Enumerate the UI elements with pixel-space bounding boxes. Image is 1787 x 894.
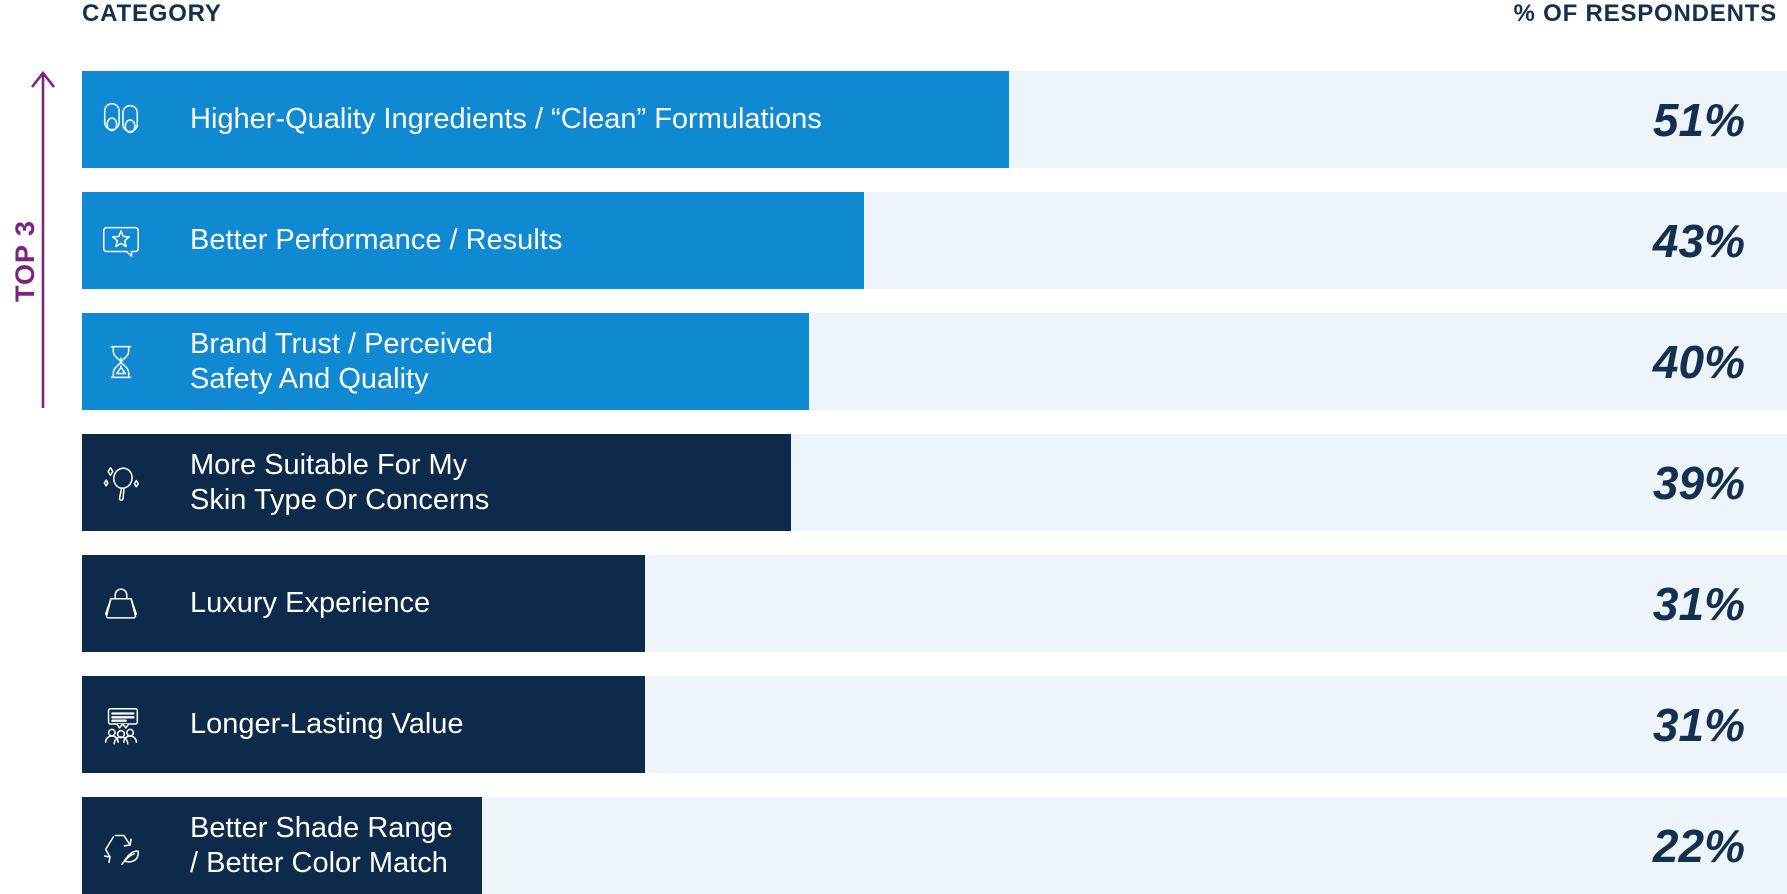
value-label: 31% [1652,698,1745,751]
value-label: 39% [1652,456,1745,509]
value-label: 31% [1652,577,1745,630]
hand-mirror-sparkles-icon [98,460,144,506]
bar: Better Shade Range / Better Color Match [82,797,482,894]
slippers-icon [98,97,144,143]
chart-row: Brand Trust / Perceived Safety And Qualit… [82,313,1787,410]
chart-row: Luxury Experience 31% [82,555,1787,652]
bar-label: Brand Trust / Perceived Safety And Qualit… [190,327,494,395]
value-label: 40% [1652,335,1745,388]
chart-row: More Suitable For My Skin Type Or Concern… [82,434,1787,531]
handbag-icon [98,581,144,627]
bar-label: Luxury Experience [190,587,431,619]
bar-label: Better Performance / Results [190,224,563,256]
chart-row: Longer-Lasting Value 31% [82,676,1787,773]
audience-banner-icon [98,702,144,748]
bar: Longer-Lasting Value [82,676,646,773]
bar-label: Longer-Lasting Value [190,708,464,740]
value-label: 43% [1652,214,1745,267]
respondents-column-header: % OF RESPONDENTS [1513,0,1777,27]
bar: More Suitable For My Skin Type Or Concern… [82,434,791,531]
bar: Luxury Experience [82,555,646,652]
top3-label: TOP 3 [10,219,40,303]
value-label: 51% [1652,93,1745,146]
bar: Higher-Quality Ingredients / “Clean” For… [82,71,1009,168]
category-column-header: CATEGORY [82,0,222,27]
bar: Brand Trust / Perceived Safety And Qualit… [82,313,809,410]
chart-row: Better Shade Range / Better Color Match 2… [82,797,1787,894]
hourglass-icon [98,339,144,385]
value-label: 22% [1652,819,1745,872]
chart-row: Higher-Quality Ingredients / “Clean” For… [82,71,1787,168]
bar-label: Higher-Quality Ingredients / “Clean” For… [190,103,822,135]
bar-label: More Suitable For My Skin Type Or Concern… [190,448,490,516]
top3-arrow-icon [30,70,56,408]
recycle-leaf-icon [98,823,144,869]
star-review-bubble-icon [98,218,144,264]
bar-label: Better Shade Range / Better Color Match [190,811,453,879]
chart-row: Better Performance / Results 43% [82,192,1787,289]
bar: Better Performance / Results [82,192,864,289]
